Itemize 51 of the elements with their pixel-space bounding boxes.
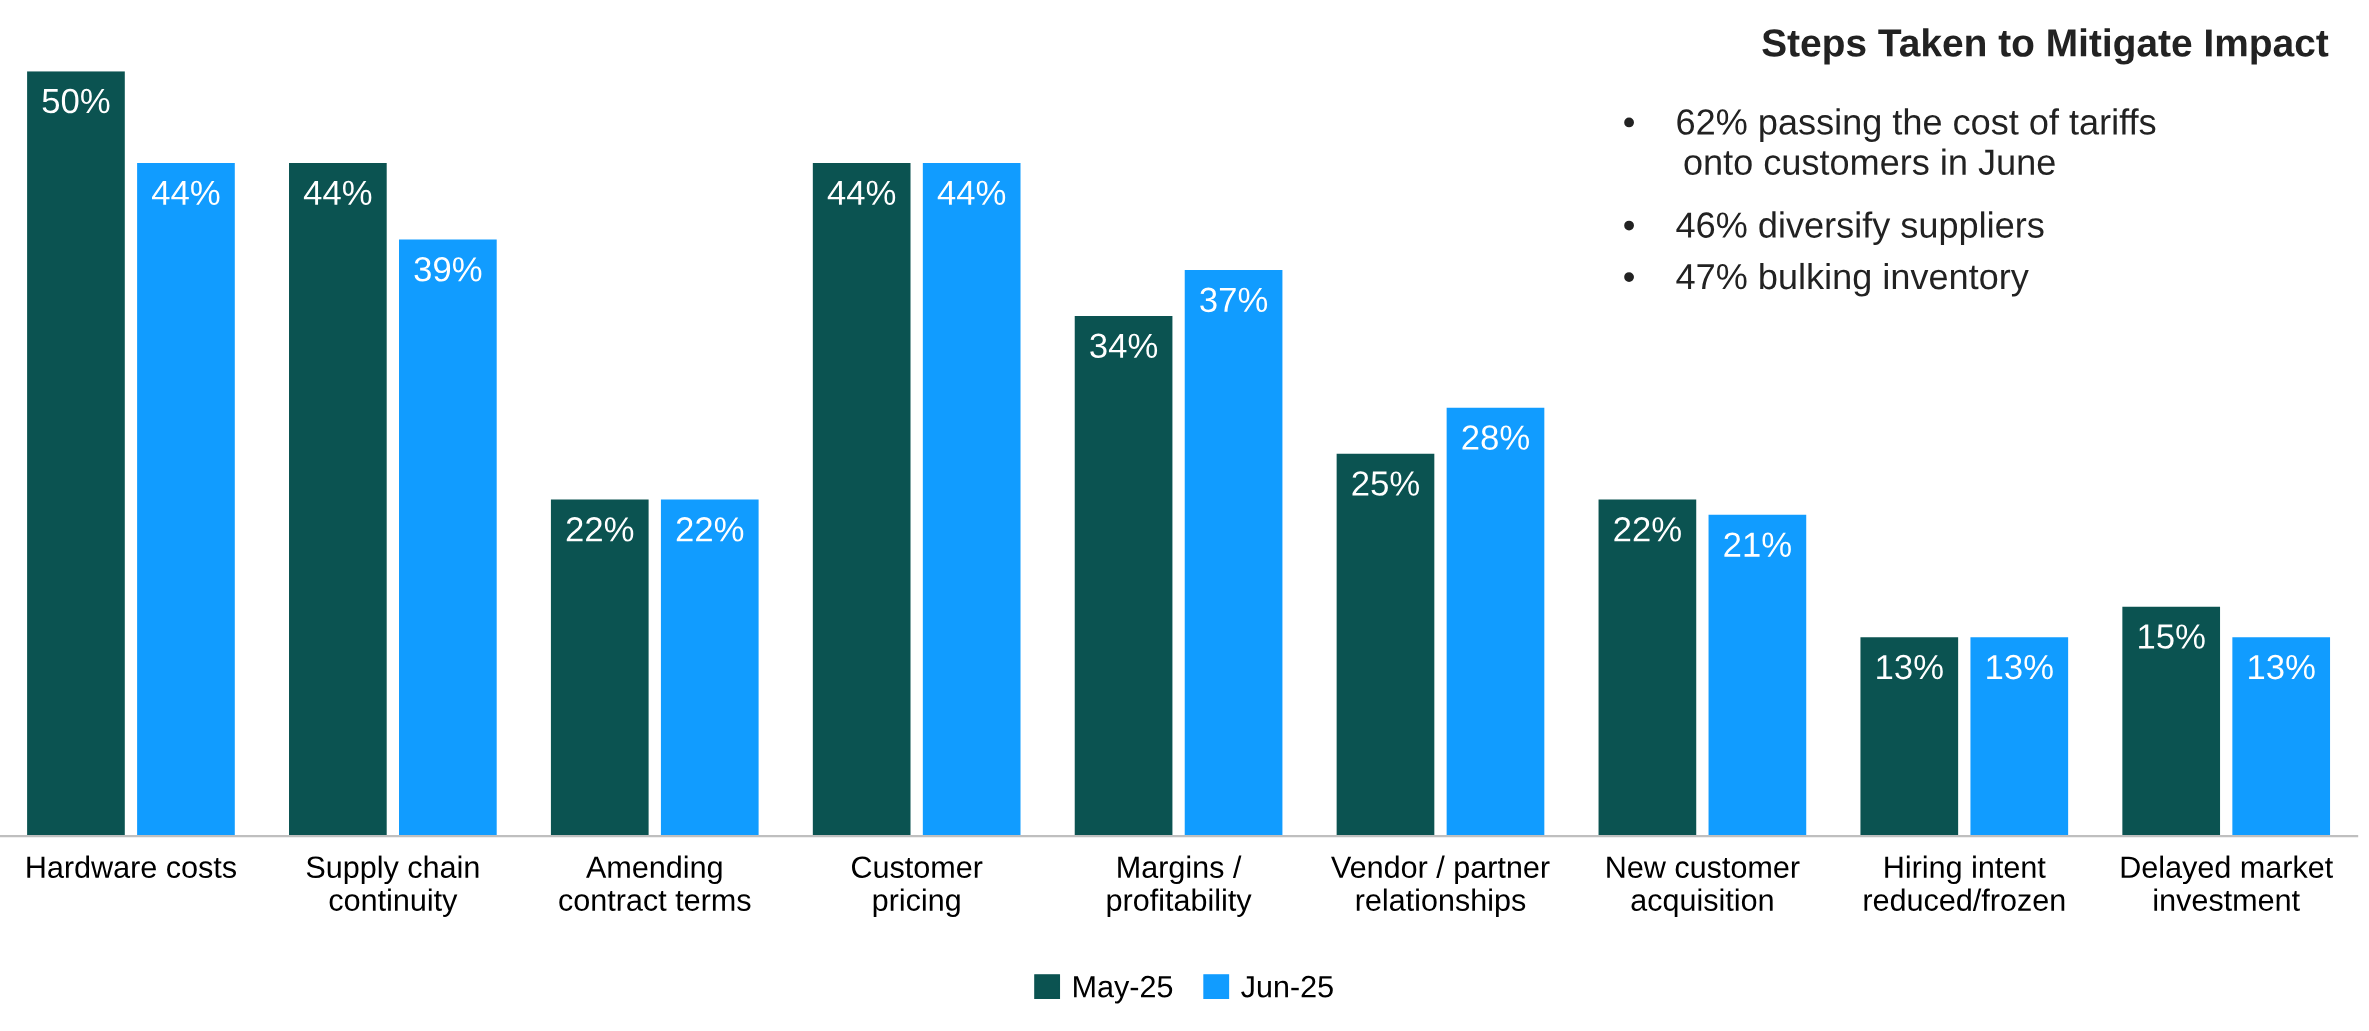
bar bbox=[1860, 637, 1959, 837]
data-label: 21% bbox=[1724, 532, 1791, 557]
x-tick-label: Delayed market investment bbox=[2121, 855, 2333, 911]
chart-title: Steps Taken to Mitigate Impact bbox=[1762, 28, 2329, 65]
x-tick-label: Hiring intent reduced/frozen bbox=[1864, 855, 2065, 911]
data-label: 44% bbox=[937, 180, 1006, 205]
bar bbox=[1446, 407, 1545, 837]
data-label: 13% bbox=[2249, 654, 2315, 680]
data-label: 28% bbox=[1462, 425, 1529, 450]
data-label: 25% bbox=[1352, 471, 1419, 496]
bar bbox=[550, 499, 649, 837]
x-tick-label: New customer acquisition bbox=[1607, 856, 1800, 917]
x-tick-label: Hardware costs bbox=[27, 855, 236, 879]
bar bbox=[1970, 637, 2069, 837]
data-label: 13% bbox=[1877, 654, 1943, 680]
data-label: 44% bbox=[152, 180, 220, 205]
legend-label: May-25 bbox=[1074, 975, 1173, 1004]
data-label: 44% bbox=[827, 180, 896, 205]
annotation: • 62% passing the cost of tariffs onto customers in June bbox=[1624, 108, 2156, 175]
bar bbox=[289, 162, 387, 837]
data-label: 22% bbox=[1614, 517, 1681, 542]
legend-label: Jun-25 bbox=[1241, 975, 1333, 998]
data-label: 13% bbox=[1987, 654, 2053, 680]
data-label: 22% bbox=[676, 517, 744, 542]
data-label: 39% bbox=[414, 257, 482, 282]
data-label: 22% bbox=[566, 517, 634, 542]
bar bbox=[2122, 606, 2221, 837]
x-tick-label: Margins / profitability bbox=[1107, 855, 1252, 917]
bar bbox=[1708, 514, 1807, 837]
bar bbox=[812, 162, 911, 837]
data-label: 37% bbox=[1200, 287, 1268, 313]
annotation: • 46% diversify suppliers bbox=[1624, 211, 2044, 246]
bar bbox=[1184, 270, 1283, 837]
x-tick-label: Vendor / partner relationships bbox=[1331, 855, 1550, 917]
data-label: 15% bbox=[2139, 624, 2205, 649]
annotation: • 47% bulking inventory bbox=[1624, 262, 2029, 297]
data-label: 34% bbox=[1090, 333, 1158, 359]
x-tick-label: Supply chain continuity bbox=[306, 855, 479, 917]
bar bbox=[27, 71, 125, 837]
bar bbox=[1598, 499, 1697, 837]
bar bbox=[2232, 637, 2331, 837]
bar bbox=[1336, 453, 1435, 837]
bar bbox=[1074, 315, 1173, 837]
data-label: 50% bbox=[42, 88, 110, 114]
x-tick-label: Amending contract terms bbox=[559, 855, 751, 911]
bar bbox=[399, 239, 497, 837]
bar bbox=[922, 162, 1021, 837]
bar bbox=[137, 162, 235, 837]
x-tick-label: Customer pricing bbox=[852, 856, 983, 917]
data-label: 44% bbox=[303, 180, 372, 205]
bar bbox=[660, 499, 759, 837]
